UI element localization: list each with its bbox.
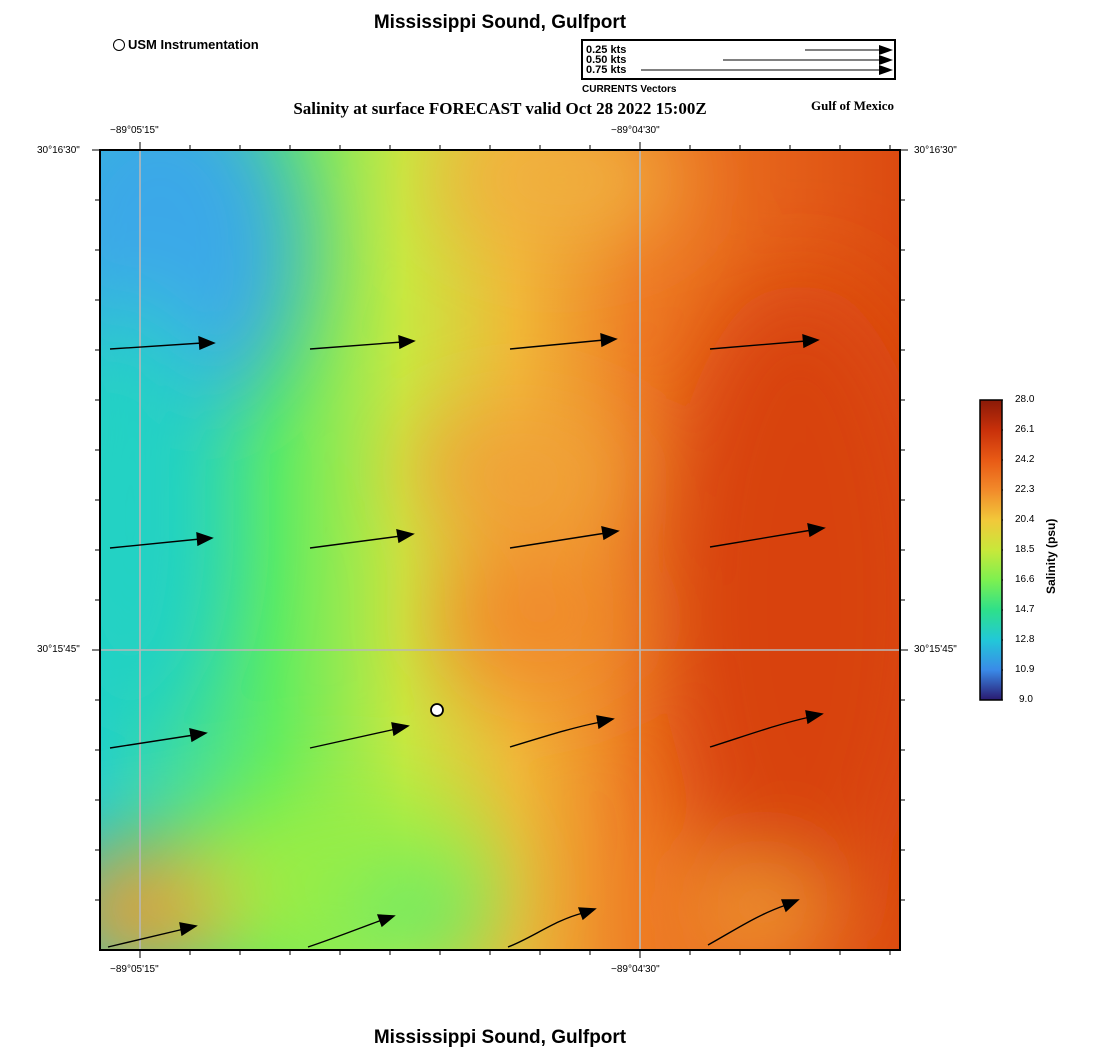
map-subtitle: Salinity at surface FORECAST valid Oct 2… (293, 99, 707, 118)
current-vectors (107, 333, 826, 948)
instrument-legend-label: USM Instrumentation (128, 37, 259, 52)
vector-scale-arrowhead-2 (879, 55, 893, 65)
current-vector (309, 335, 416, 350)
colorbar-label: 28.0 (1015, 394, 1035, 405)
current-vector (109, 532, 214, 549)
current-vector (709, 523, 826, 548)
colorbar (979, 399, 1006, 701)
usm-station-marker[interactable] (430, 703, 444, 717)
current-vector (107, 922, 198, 948)
vector-scale-box: 0.25 kts 0.50 kts 0.75 kts (581, 39, 896, 80)
frame-ticks (92, 142, 908, 958)
footer-title: Mississippi Sound, Gulfport (373, 1027, 627, 1048)
left-tick-label-1: 30°16'30" (37, 145, 80, 156)
bottom-tick-label-1: −89°05'15" (110, 964, 159, 975)
current-vector (307, 914, 396, 948)
vector-scale-label-3: 0.75 kts (586, 64, 627, 76)
colorbar-label: 16.6 (1015, 574, 1035, 585)
colorbar-label: 20.4 (1015, 514, 1035, 525)
current-vector (109, 728, 208, 749)
current-vector (309, 722, 410, 749)
colorbar-label: 22.3 (1015, 484, 1035, 495)
colorbar-title: Salinity (psu) (1044, 518, 1058, 594)
graticule (100, 150, 900, 950)
vector-scale-arrows (641, 45, 893, 75)
region-label: Gulf of Mexico (811, 98, 895, 113)
current-vector (507, 907, 597, 948)
vector-scale-arrowhead-1 (879, 45, 893, 55)
colorbar-label: 14.7 (1015, 604, 1035, 615)
instrument-circle-icon (113, 39, 125, 51)
right-tick-label-2: 30°15'45" (914, 644, 957, 655)
colorbar-label: 24.2 (1015, 454, 1035, 465)
top-tick-label-2: −89°04'30" (611, 125, 660, 136)
colorbar-gradient (979, 399, 1006, 701)
current-vector (309, 529, 415, 549)
current-vector (707, 899, 800, 946)
top-tick-label-1: −89°05'15" (110, 125, 159, 136)
map-title: Mississippi Sound, Gulfport (373, 12, 627, 33)
current-vector (109, 335, 216, 351)
vector-scale-label-2: 0.50 kts (586, 54, 627, 66)
salinity-field (100, 150, 900, 950)
current-vector (709, 334, 820, 350)
vector-scale-arrowhead-3 (879, 65, 893, 75)
right-tick-label-1: 30°16'30" (914, 145, 957, 156)
salinity-map (92, 142, 908, 958)
current-vector (509, 333, 618, 350)
colorbar-label: 12.8 (1015, 634, 1035, 645)
current-vector (509, 526, 620, 549)
colorbar-label: 10.9 (1015, 664, 1035, 675)
bottom-tick-label-2: −89°04'30" (611, 964, 660, 975)
current-vector (509, 715, 615, 748)
colorbar-label: 18.5 (1015, 544, 1035, 555)
instrument-legend: USM Instrumentation (113, 37, 259, 52)
vector-scale-label-1: 0.25 kts (586, 44, 627, 56)
colorbar-label: 26.1 (1015, 424, 1035, 435)
left-tick-label-2: 30°15'45" (37, 644, 80, 655)
colorbar-label: 9.0 (1019, 694, 1033, 705)
current-vector (709, 710, 824, 748)
vector-scale-title: CURRENTS Vectors (582, 84, 677, 95)
